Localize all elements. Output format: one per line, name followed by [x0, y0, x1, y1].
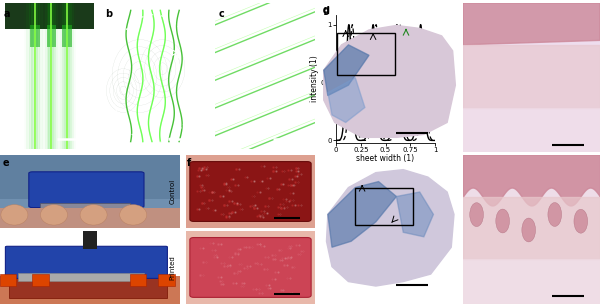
Bar [0, 208, 180, 228]
Text: Control: Control [169, 179, 175, 204]
Polygon shape [324, 25, 455, 137]
Bar [0, 195, 180, 228]
Polygon shape [328, 78, 365, 122]
Polygon shape [326, 170, 454, 286]
Polygon shape [463, 3, 600, 45]
Text: b: b [105, 9, 112, 19]
Text: a: a [4, 9, 10, 19]
Ellipse shape [548, 203, 562, 227]
FancyBboxPatch shape [190, 161, 311, 221]
Bar [40, 203, 130, 212]
Text: c: c [219, 9, 224, 19]
Bar [130, 274, 146, 286]
Polygon shape [324, 45, 369, 95]
Ellipse shape [496, 209, 509, 233]
Text: Printed: Printed [169, 255, 175, 280]
Ellipse shape [41, 205, 67, 225]
Text: d: d [322, 6, 329, 16]
Bar [47, 25, 56, 47]
Polygon shape [463, 259, 600, 304]
Bar [0, 276, 180, 304]
Text: e: e [3, 158, 10, 168]
Ellipse shape [1, 205, 28, 225]
Ellipse shape [80, 205, 107, 225]
Y-axis label: intensity (1): intensity (1) [310, 56, 319, 103]
X-axis label: sheet width (1): sheet width (1) [356, 154, 415, 163]
Ellipse shape [119, 205, 146, 225]
Polygon shape [463, 107, 600, 152]
Bar [18, 273, 144, 281]
Bar [0, 274, 16, 286]
Ellipse shape [522, 218, 536, 242]
Ellipse shape [574, 209, 587, 233]
Bar [30, 25, 40, 47]
Bar [83, 231, 97, 249]
Bar [158, 274, 175, 286]
Polygon shape [463, 45, 600, 107]
Bar [355, 188, 413, 225]
Bar [337, 33, 395, 75]
Bar [0, 155, 180, 199]
Text: f: f [187, 158, 191, 168]
Bar [5, 3, 94, 29]
Polygon shape [397, 192, 433, 237]
Polygon shape [328, 181, 397, 247]
Ellipse shape [470, 203, 484, 227]
Bar [62, 25, 72, 47]
Bar [32, 274, 49, 286]
FancyBboxPatch shape [29, 172, 144, 208]
FancyBboxPatch shape [190, 238, 311, 297]
Polygon shape [463, 196, 600, 259]
Bar [9, 275, 167, 298]
Text: g: g [322, 5, 329, 15]
FancyBboxPatch shape [5, 246, 167, 278]
